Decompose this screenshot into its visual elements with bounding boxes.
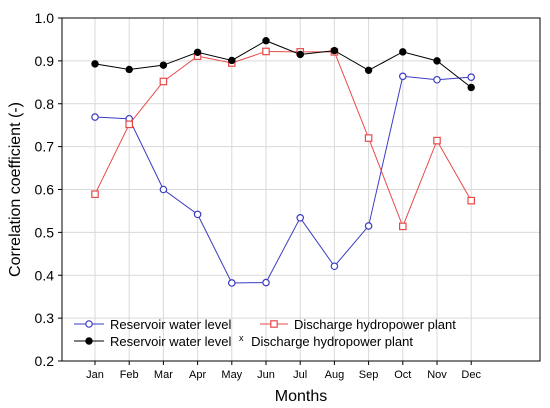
- x-tick-label: Apr: [189, 369, 206, 381]
- legend-label-product: Reservoir water level x Discharge hydrop…: [110, 329, 413, 349]
- data-point-discharge: [262, 47, 270, 56]
- series-layer: [91, 37, 476, 287]
- series-discharge: [91, 47, 476, 231]
- data-point-reservoir: [262, 278, 270, 287]
- legend-label-discharge: Discharge hydropower plant: [294, 317, 456, 332]
- data-point-product: [296, 50, 304, 59]
- x-tick-label: Nov: [427, 369, 447, 381]
- x-tick-label: Dec: [461, 369, 481, 381]
- legend-label-product-part2: Discharge hydropower plant: [251, 334, 413, 349]
- data-point-product: [399, 48, 407, 56]
- y-axis-ticks: 0.2 0.3 0.4 0.5 0.6 0.7 0.8 0.9 1.0: [35, 10, 62, 369]
- x-tick-label: Jan: [86, 369, 104, 381]
- data-point-reservoir: [193, 210, 202, 219]
- data-point-product: [262, 37, 270, 45]
- series-line-reservoir: [94, 75, 472, 284]
- grid: [62, 17, 540, 362]
- data-point-product: [228, 56, 236, 65]
- data-point-product: [193, 48, 202, 56]
- series-reservoir: [91, 72, 476, 287]
- x-tick-label: Jul: [293, 369, 307, 381]
- data-point-discharge: [125, 120, 134, 129]
- legend-marker-reservoir: [85, 320, 93, 328]
- data-point-discharge: [399, 222, 407, 231]
- data-point-discharge: [364, 134, 373, 142]
- data-point-reservoir: [228, 279, 236, 287]
- y-tick-label: 0.9: [35, 53, 55, 69]
- y-axis-label: Correlation coefficient (-): [7, 102, 24, 277]
- y-tick-label: 0.7: [35, 139, 55, 155]
- y-tick-label: 1.0: [35, 10, 55, 26]
- data-point-product: [433, 57, 441, 65]
- data-point-discharge: [467, 196, 476, 205]
- x-axis-ticks: Jan Feb Mar Apr May Jun Jul Aug Sep Oct Nov Dec: [86, 361, 481, 381]
- data-point-product: [364, 66, 373, 75]
- data-point-discharge: [91, 190, 99, 199]
- y-tick-label: 0.6: [35, 182, 55, 198]
- legend: Reservoir water level Discharge hydropow…: [74, 317, 456, 349]
- x-tick-label: Oct: [394, 369, 411, 381]
- y-tick-label: 0.3: [35, 310, 55, 326]
- series-line-discharge: [94, 50, 472, 228]
- legend-marker-product: [85, 337, 93, 345]
- data-point-product: [467, 83, 475, 92]
- data-point-reservoir: [467, 73, 476, 81]
- legend-label-product-part1: Reservoir water level: [110, 334, 231, 349]
- x-tick-label: Aug: [325, 369, 345, 381]
- y-tick-label: 0.8: [35, 96, 55, 112]
- x-axis-label: Months: [275, 388, 327, 405]
- x-tick-label: Jun: [257, 369, 275, 381]
- x-tick-label: Mar: [154, 369, 173, 381]
- data-point-discharge: [433, 136, 441, 145]
- series-line-product: [94, 40, 472, 88]
- data-point-product: [330, 46, 339, 55]
- data-point-reservoir: [330, 262, 339, 271]
- data-point-product: [159, 61, 168, 69]
- data-point-reservoir: [91, 113, 99, 121]
- data-point-discharge: [159, 77, 168, 86]
- data-point-reservoir: [296, 213, 305, 222]
- data-point-reservoir: [159, 185, 168, 194]
- data-point-reservoir: [398, 72, 407, 81]
- x-tick-label: Sep: [359, 369, 379, 381]
- legend-label-product-operator: x: [239, 333, 244, 343]
- legend-label-reservoir: Reservoir water level: [110, 317, 231, 332]
- y-tick-label: 0.4: [35, 267, 55, 283]
- data-point-product: [125, 65, 133, 74]
- x-tick-label: May: [221, 369, 242, 381]
- legend-marker-discharge: [270, 320, 278, 328]
- x-tick-label: Feb: [120, 369, 139, 381]
- data-point-reservoir: [364, 222, 373, 230]
- data-point-product: [91, 60, 99, 68]
- data-point-reservoir: [433, 75, 441, 84]
- y-tick-label: 0.2: [35, 353, 55, 369]
- series-product: [91, 37, 475, 92]
- y-tick-label: 0.5: [35, 224, 55, 240]
